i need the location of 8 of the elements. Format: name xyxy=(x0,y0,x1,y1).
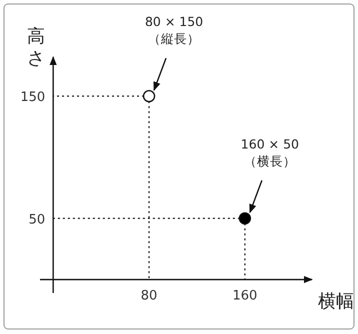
annotation: 80 × 150 （縦長） xyxy=(144,14,204,46)
y-tick-label: 150 xyxy=(20,90,46,106)
y-tick-label: 50 xyxy=(28,212,46,228)
annotation: 160 × 50 （横長） xyxy=(240,136,300,168)
y-axis-title: 高さ xyxy=(27,26,45,69)
x-tick-label: 80 xyxy=(140,288,158,304)
x-tick-label: 160 xyxy=(232,288,258,304)
x-axis-title: 横幅 xyxy=(318,291,354,312)
